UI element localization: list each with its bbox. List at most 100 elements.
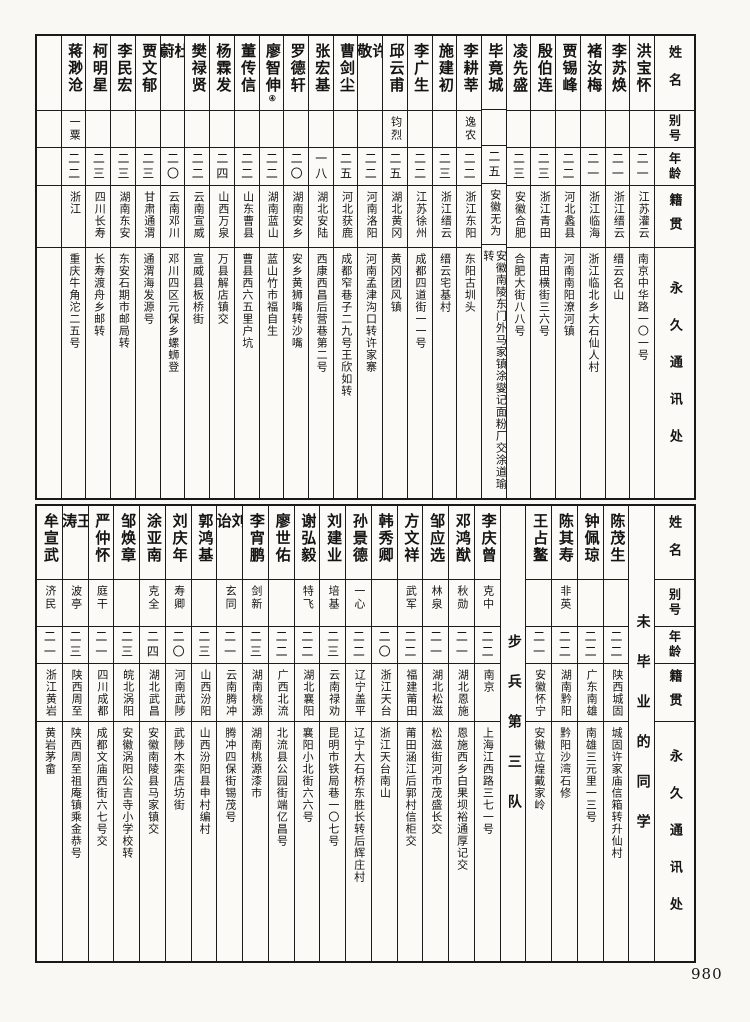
student-native-cell: 浙江黄岩 [37,663,62,721]
student-address-cell: 成都四道街一一号 [407,247,432,498]
student-age-cell: 二二 [397,626,423,663]
student-name-cell: 王涛 [63,506,88,579]
student-name-text: 牟宣武 [41,513,58,564]
student-native: 浙江缙云 [439,191,452,239]
student-native-cell: 辽宁盖平 [346,663,371,721]
student-address-cell: 成都窄巷子二九号王欣如转 [333,247,358,498]
student-name-text: 杨霖发 [214,43,231,94]
student-native: 河北获鹿 [340,191,353,239]
student-age: 二二 [363,151,378,182]
student-age-cell: 二二 [268,626,294,663]
student-name: 涂亚南 [145,506,161,564]
student-address-cell: 湖南桃源漆市 [243,721,268,961]
student-column: 刘诒 玄同 二一 云南腾冲 腾冲四保街锡茂号 [216,506,242,961]
student-address-cell: 万县解店镇交 [210,247,234,498]
student-address: 浙江临北乡大石仙人村 [586,253,599,373]
student-age: 二〇 [171,630,186,660]
student-name-text: 李民宏 [115,43,132,94]
student-native-cell: 甘肃通渭 [135,185,160,247]
student-name: 蒋渺沧 [66,36,82,94]
student-native: 安徽怀宁 [533,669,546,717]
student-alias-cell [556,110,580,147]
student-age-cell: 二三 [531,147,556,185]
section-label: 步兵第三队 [505,633,521,834]
student-name-text: 施建初 [436,43,453,94]
student-name: 王涛 [63,506,88,579]
student-native-cell: 河北蠡县 [556,185,580,247]
student-name-cell: 谢弘毅 [295,506,320,579]
student-native: 浙江 [68,191,81,215]
student-age-cell: 二二 [457,147,481,185]
student-age: 二三 [116,151,131,182]
student-age: 二〇 [289,151,304,182]
student-column: 廖智伸④ 二二 湖南蓝山 蓝山竹市福自生 [258,36,284,498]
student-column: 刘庆年 寿卿 二〇 河南武陟 武陟木栾店坊街 [164,506,191,961]
student-age-cell: 二〇 [371,626,397,663]
student-address: 黔阳沙湾石修 [558,727,571,799]
student-column: 韩秀卿 二〇 浙江天台 浙江天台南山 [370,506,397,961]
student-column: 李广生 二二 江苏徐州 成都四道街一一号 [406,36,432,498]
student-native: 四川长寿 [93,191,106,239]
student-name: 李广生 [412,36,428,94]
student-age-cell: 二二 [474,626,500,663]
student-name-cell: 刘诒 [217,506,242,579]
graduates-roster-table: 姓名 别号 年龄 籍贯 永久通讯处 洪宝怀 二一 江苏灌云 南京中华路一〇一号 李苏焕 二一 浙江缙云… [35,34,696,500]
student-name: 廖智伸④ [264,36,280,103]
student-age-cell: 二三 [135,147,160,185]
student-name-text: 郭鸿基 [196,513,213,564]
student-native-cell: 浙江东阳 [457,185,481,247]
student-column: 樊禄贤 二二 云南宣威 宣威县板桥街 [184,36,210,498]
student-alias: 林泉 [430,585,443,611]
student-name-text: 孙景德 [350,513,367,564]
student-age-cell: 二二 [234,147,259,185]
student-native: 湖北襄阳 [301,669,314,717]
student-age-cell: 二二 [556,147,580,185]
student-alias-cell [407,110,432,147]
student-name-text: 刘诒 [217,513,242,548]
header-native-cell: 籍贯 [655,185,694,247]
student-age: 二二 [462,151,477,182]
student-native-cell: 湖南蓝山 [259,185,284,247]
student-address-cell: 松滋街河市茂盛长交 [423,721,448,961]
student-address-cell: 黄冈团风镇 [383,247,407,498]
student-address: 长寿渡舟乡邮转 [92,253,105,337]
student-name: 邱云甫 [387,36,403,94]
student-name-text: 邹焕章 [119,513,136,564]
student-age: 二五 [387,151,402,182]
student-native: 湖北恩施 [456,669,469,717]
student-name-cell: 陈其寿 [552,506,577,579]
student-name: 李民宏 [115,36,132,94]
student-age-cell: 二一 [449,626,474,663]
student-age-cell: 二二 [407,147,432,185]
student-name: 褚汝梅 [585,36,601,94]
student-name: 施建初 [436,36,453,94]
student-address: 河南孟津沟口转许家寨 [364,253,377,373]
student-native: 云南腾冲 [224,669,237,717]
student-address: 安徽南陵东门外马家镇涂燮记面粉厂交涂道瑜转 [481,249,506,490]
student-age-cell: 二一 [423,626,448,663]
student-alias: 钧烈 [389,116,402,142]
student-native-cell: 四川成都 [88,663,114,721]
student-alias: 武军 [404,585,417,611]
student-column: 凌先盛 二三 安徽合肥 合肥大街八八号 [505,36,531,498]
student-address-cell: 莆田涵江后郭村信柜交 [397,721,423,961]
student-native: 湖南东安 [117,191,130,239]
student-name: 严仲怀 [93,506,109,564]
student-name-cell: 钟佩琼 [578,506,603,579]
student-address: 辽宁大石桥东胜长转后辉庄村 [352,727,365,883]
student-alias-cell: 寿卿 [165,579,191,626]
student-native: 湖北松滋 [430,669,443,717]
empty-column [37,36,61,498]
student-name: 刘建业 [325,506,341,564]
student-age-cell: 二一 [217,626,242,663]
student-name-cell: 毕竟城 [482,36,506,109]
student-address: 山西汾阳县申村编村 [198,727,211,835]
student-address: 重庆牛角沱二五号 [67,253,80,349]
student-age-cell: 二三 [191,626,217,663]
student-name: 罗德轩 [289,36,305,94]
student-alias: 秋勋 [455,585,468,611]
student-age: 二三 [511,151,526,182]
student-address: 东安石期市邮局转 [117,253,130,349]
student-alias-cell [577,579,603,626]
student-name: 钟佩琼 [583,506,599,564]
